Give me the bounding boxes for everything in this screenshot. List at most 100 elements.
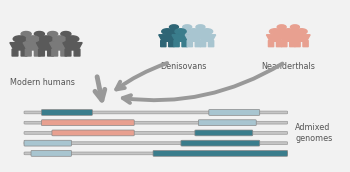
Circle shape [188, 29, 199, 34]
FancyBboxPatch shape [209, 110, 260, 115]
FancyBboxPatch shape [74, 49, 80, 56]
FancyBboxPatch shape [54, 42, 59, 48]
Polygon shape [266, 35, 284, 41]
Polygon shape [58, 37, 74, 43]
Circle shape [13, 36, 26, 42]
Circle shape [34, 31, 44, 36]
FancyBboxPatch shape [42, 110, 92, 115]
FancyBboxPatch shape [209, 41, 214, 47]
Polygon shape [63, 43, 82, 50]
Circle shape [169, 25, 178, 29]
Circle shape [196, 25, 205, 29]
Circle shape [27, 36, 39, 42]
Polygon shape [293, 35, 310, 41]
FancyBboxPatch shape [65, 49, 71, 56]
Circle shape [21, 31, 31, 36]
FancyBboxPatch shape [182, 41, 187, 47]
FancyBboxPatch shape [181, 140, 260, 146]
FancyBboxPatch shape [38, 49, 44, 56]
FancyBboxPatch shape [175, 34, 179, 39]
FancyBboxPatch shape [52, 49, 58, 56]
FancyBboxPatch shape [24, 142, 288, 144]
FancyBboxPatch shape [47, 42, 51, 48]
Text: Denisovans: Denisovans [161, 62, 207, 71]
FancyBboxPatch shape [303, 41, 308, 47]
Text: Admixed
genomes: Admixed genomes [295, 123, 332, 143]
Polygon shape [280, 35, 297, 41]
FancyBboxPatch shape [20, 42, 25, 48]
Circle shape [290, 25, 299, 29]
FancyBboxPatch shape [41, 42, 46, 48]
FancyBboxPatch shape [283, 34, 287, 39]
Circle shape [61, 31, 71, 36]
Circle shape [283, 29, 294, 34]
FancyBboxPatch shape [67, 42, 72, 48]
FancyBboxPatch shape [161, 41, 166, 47]
Polygon shape [180, 30, 194, 35]
Polygon shape [172, 35, 189, 41]
FancyBboxPatch shape [195, 130, 253, 136]
FancyBboxPatch shape [24, 121, 288, 124]
Circle shape [40, 36, 52, 42]
Circle shape [202, 29, 213, 34]
FancyBboxPatch shape [202, 34, 206, 39]
Circle shape [296, 29, 307, 34]
FancyBboxPatch shape [169, 41, 174, 47]
Circle shape [183, 25, 192, 29]
Polygon shape [275, 30, 288, 35]
Polygon shape [10, 43, 29, 50]
FancyBboxPatch shape [24, 152, 288, 155]
FancyBboxPatch shape [27, 42, 32, 48]
FancyBboxPatch shape [182, 34, 186, 39]
FancyBboxPatch shape [25, 49, 31, 56]
FancyBboxPatch shape [268, 41, 274, 47]
Polygon shape [288, 30, 302, 35]
FancyBboxPatch shape [282, 41, 287, 47]
FancyBboxPatch shape [201, 41, 206, 47]
Circle shape [53, 36, 65, 42]
Circle shape [270, 29, 281, 34]
Polygon shape [167, 30, 181, 35]
Circle shape [66, 36, 79, 42]
FancyBboxPatch shape [12, 49, 18, 56]
FancyBboxPatch shape [24, 132, 288, 134]
FancyBboxPatch shape [276, 41, 282, 47]
FancyBboxPatch shape [289, 34, 294, 39]
Polygon shape [32, 37, 47, 43]
FancyBboxPatch shape [188, 34, 193, 39]
Circle shape [162, 29, 173, 34]
Text: Neanderthals: Neanderthals [261, 62, 315, 71]
Polygon shape [23, 43, 42, 50]
FancyBboxPatch shape [195, 41, 201, 47]
FancyBboxPatch shape [290, 41, 295, 47]
FancyBboxPatch shape [24, 111, 288, 114]
FancyBboxPatch shape [153, 150, 288, 156]
Circle shape [48, 31, 58, 36]
FancyBboxPatch shape [33, 42, 38, 48]
Text: Modern humans: Modern humans [10, 78, 75, 87]
FancyBboxPatch shape [195, 34, 199, 39]
Polygon shape [194, 30, 207, 35]
FancyBboxPatch shape [34, 49, 40, 56]
Polygon shape [19, 37, 34, 43]
FancyBboxPatch shape [31, 150, 71, 156]
FancyBboxPatch shape [24, 140, 71, 146]
Polygon shape [50, 43, 69, 50]
FancyBboxPatch shape [21, 49, 27, 56]
Polygon shape [45, 37, 60, 43]
Polygon shape [36, 43, 56, 50]
FancyBboxPatch shape [276, 34, 281, 39]
FancyBboxPatch shape [198, 120, 256, 126]
Circle shape [277, 25, 286, 29]
FancyBboxPatch shape [52, 130, 134, 136]
FancyBboxPatch shape [187, 41, 192, 47]
FancyBboxPatch shape [296, 34, 300, 39]
FancyBboxPatch shape [48, 49, 54, 56]
Polygon shape [185, 35, 202, 41]
Circle shape [175, 29, 186, 34]
FancyBboxPatch shape [295, 41, 300, 47]
FancyBboxPatch shape [61, 49, 66, 56]
FancyBboxPatch shape [169, 34, 173, 39]
Polygon shape [159, 35, 176, 41]
FancyBboxPatch shape [42, 120, 134, 126]
